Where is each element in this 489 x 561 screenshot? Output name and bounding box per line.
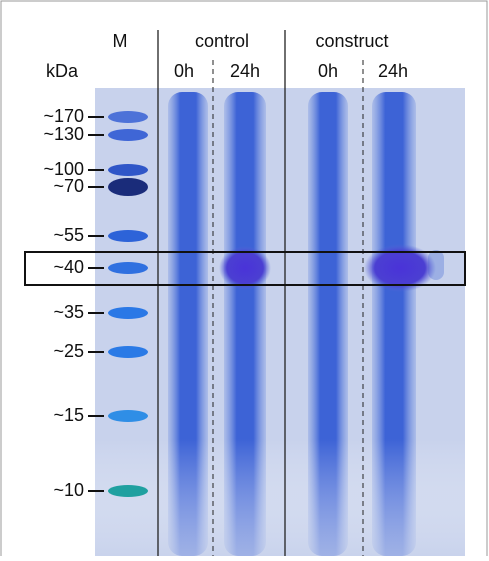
marker-size-label: ~70 (53, 176, 84, 196)
marker-size-label: ~100 (43, 159, 84, 179)
lane-label: 24h (378, 61, 408, 81)
marker-size-label: ~55 (53, 225, 84, 245)
marker-band (108, 346, 148, 358)
marker-band (108, 178, 148, 196)
marker-band (108, 262, 148, 274)
marker-band (108, 164, 148, 176)
lanes (95, 88, 465, 556)
unit-label: kDa (46, 61, 79, 81)
marker-band (108, 230, 148, 242)
marker-band (108, 410, 148, 422)
marker-band (108, 129, 148, 141)
marker-size-label: ~25 (53, 341, 84, 361)
gel-shade (95, 88, 465, 556)
highlight-box (24, 251, 466, 286)
group-label: control (195, 31, 249, 51)
marker-size-label: ~10 (53, 480, 84, 500)
group-label: construct (315, 31, 388, 51)
marker-size-label: ~15 (53, 405, 84, 425)
marker-label: M (113, 31, 128, 51)
marker-band (108, 111, 148, 123)
lane-label: 0h (174, 61, 194, 81)
marker-size-label: ~40 (53, 257, 84, 277)
lane-label: 0h (318, 61, 338, 81)
marker-band (108, 485, 148, 497)
marker-size-label: ~130 (43, 124, 84, 144)
marker-bands (108, 111, 148, 497)
marker-band (108, 307, 148, 319)
marker-size-label: ~35 (53, 302, 84, 322)
marker-size-label: ~170 (43, 106, 84, 126)
lane-label: 24h (230, 61, 260, 81)
